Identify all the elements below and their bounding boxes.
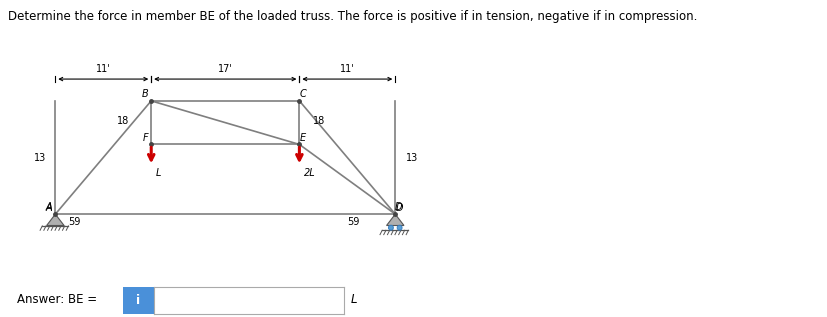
Text: C: C [299, 89, 306, 99]
Text: B: B [141, 89, 148, 99]
Text: 18: 18 [312, 116, 324, 126]
Text: Determine the force in member BE of the loaded truss. The force is positive if i: Determine the force in member BE of the … [8, 10, 697, 23]
Text: 11': 11' [96, 64, 111, 74]
Text: 59: 59 [69, 217, 81, 227]
Polygon shape [46, 214, 64, 225]
Text: i: i [136, 294, 140, 307]
Text: L: L [155, 168, 160, 178]
Text: E: E [299, 133, 305, 143]
Text: 13: 13 [35, 152, 46, 163]
Text: 18: 18 [117, 116, 129, 126]
Text: D: D [395, 203, 403, 213]
Text: F: F [142, 133, 148, 143]
Text: L: L [351, 293, 357, 306]
Text: 2L: 2L [304, 168, 315, 178]
Text: A: A [45, 203, 51, 213]
Text: A: A [45, 203, 52, 212]
Text: 17': 17' [218, 64, 232, 74]
Circle shape [397, 225, 402, 230]
Text: 11': 11' [340, 64, 354, 74]
Circle shape [388, 225, 393, 230]
Text: Answer: BE =: Answer: BE = [17, 293, 97, 306]
Polygon shape [386, 214, 404, 225]
Text: 59: 59 [347, 217, 359, 227]
Text: 13: 13 [405, 152, 418, 163]
Text: D: D [394, 203, 402, 212]
